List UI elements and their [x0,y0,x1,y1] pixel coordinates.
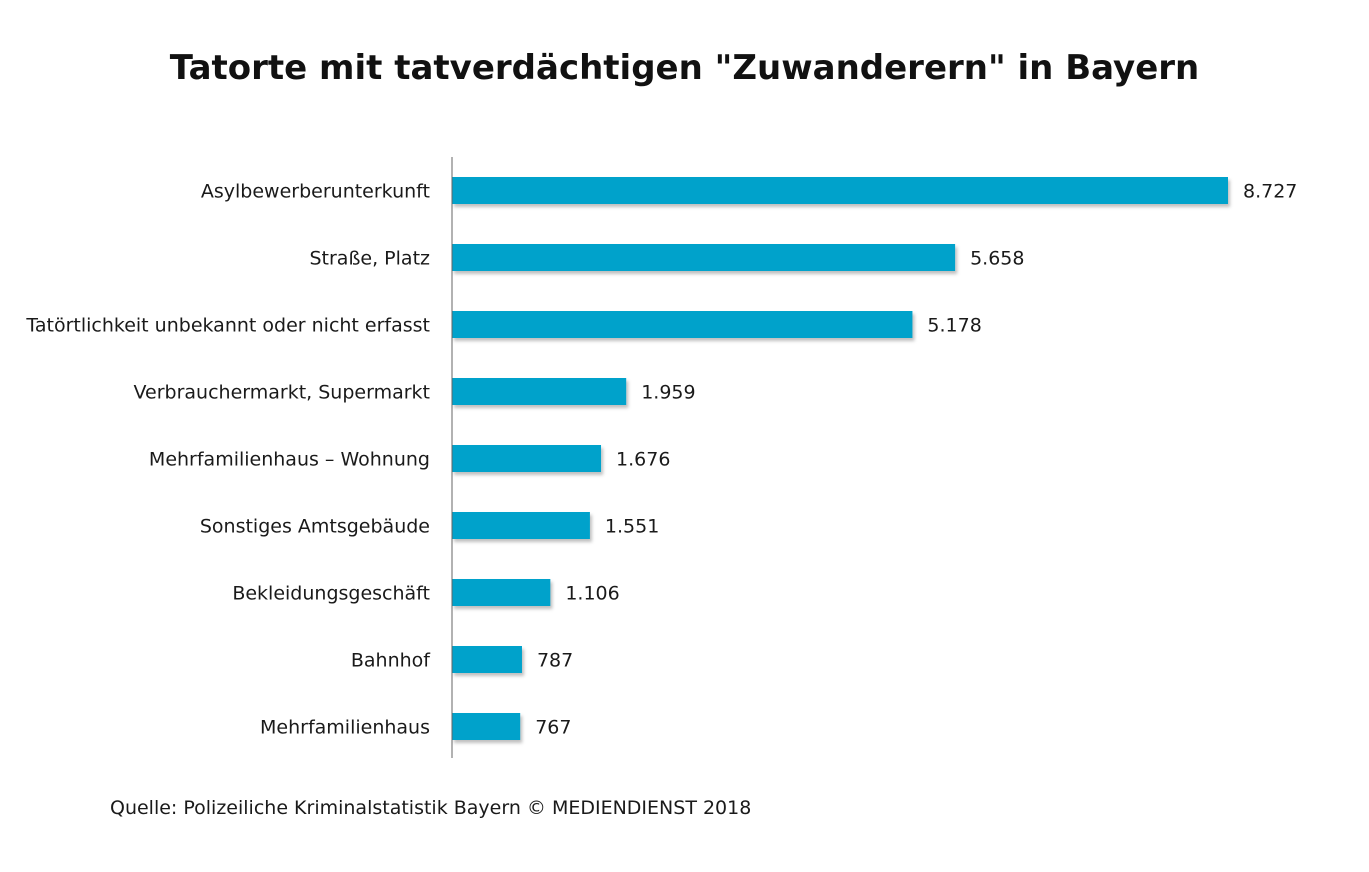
value-label: 767 [535,717,571,739]
bars-layer: Asylbewerberunterkunft 8.727 Straße, Platz… [25,177,1297,740]
value-label: 1.551 [605,516,659,538]
value-label: 5.658 [970,248,1024,270]
category-label: Mehrfamilienhaus – Wohnung [149,449,430,471]
bar [452,512,590,539]
bar [452,445,602,472]
value-label: 787 [537,650,573,672]
value-label: 1.676 [616,449,670,471]
bar [452,177,1228,204]
source-note: Quelle: Polizeiliche Kriminalstatistik B… [110,797,752,819]
bar [452,713,521,740]
category-label: Bahnhof [351,650,431,672]
bar [452,244,956,271]
bar [452,311,913,338]
category-label: Asylbewerberunterkunft [201,181,430,203]
value-label: 1.106 [565,583,619,605]
bar [452,646,522,673]
bar [452,378,627,405]
category-label: Mehrfamilienhaus [260,717,430,739]
chart-title: Tatorte mit tatverdächtigen "Zuwanderern… [169,48,1200,88]
category-label: Bekleidungsgeschäft [232,583,430,605]
category-label: Straße, Platz [309,248,430,270]
value-label: 5.178 [927,315,981,337]
category-label: Sonstiges Amtsgebäude [200,516,430,538]
category-label: Tatörtlichkeit unbekannt oder nicht erfa… [25,315,430,337]
bar [452,579,551,606]
category-label: Verbrauchermarkt, Supermarkt [134,382,430,404]
value-label: 8.727 [1243,181,1297,203]
value-label: 1.959 [641,382,695,404]
